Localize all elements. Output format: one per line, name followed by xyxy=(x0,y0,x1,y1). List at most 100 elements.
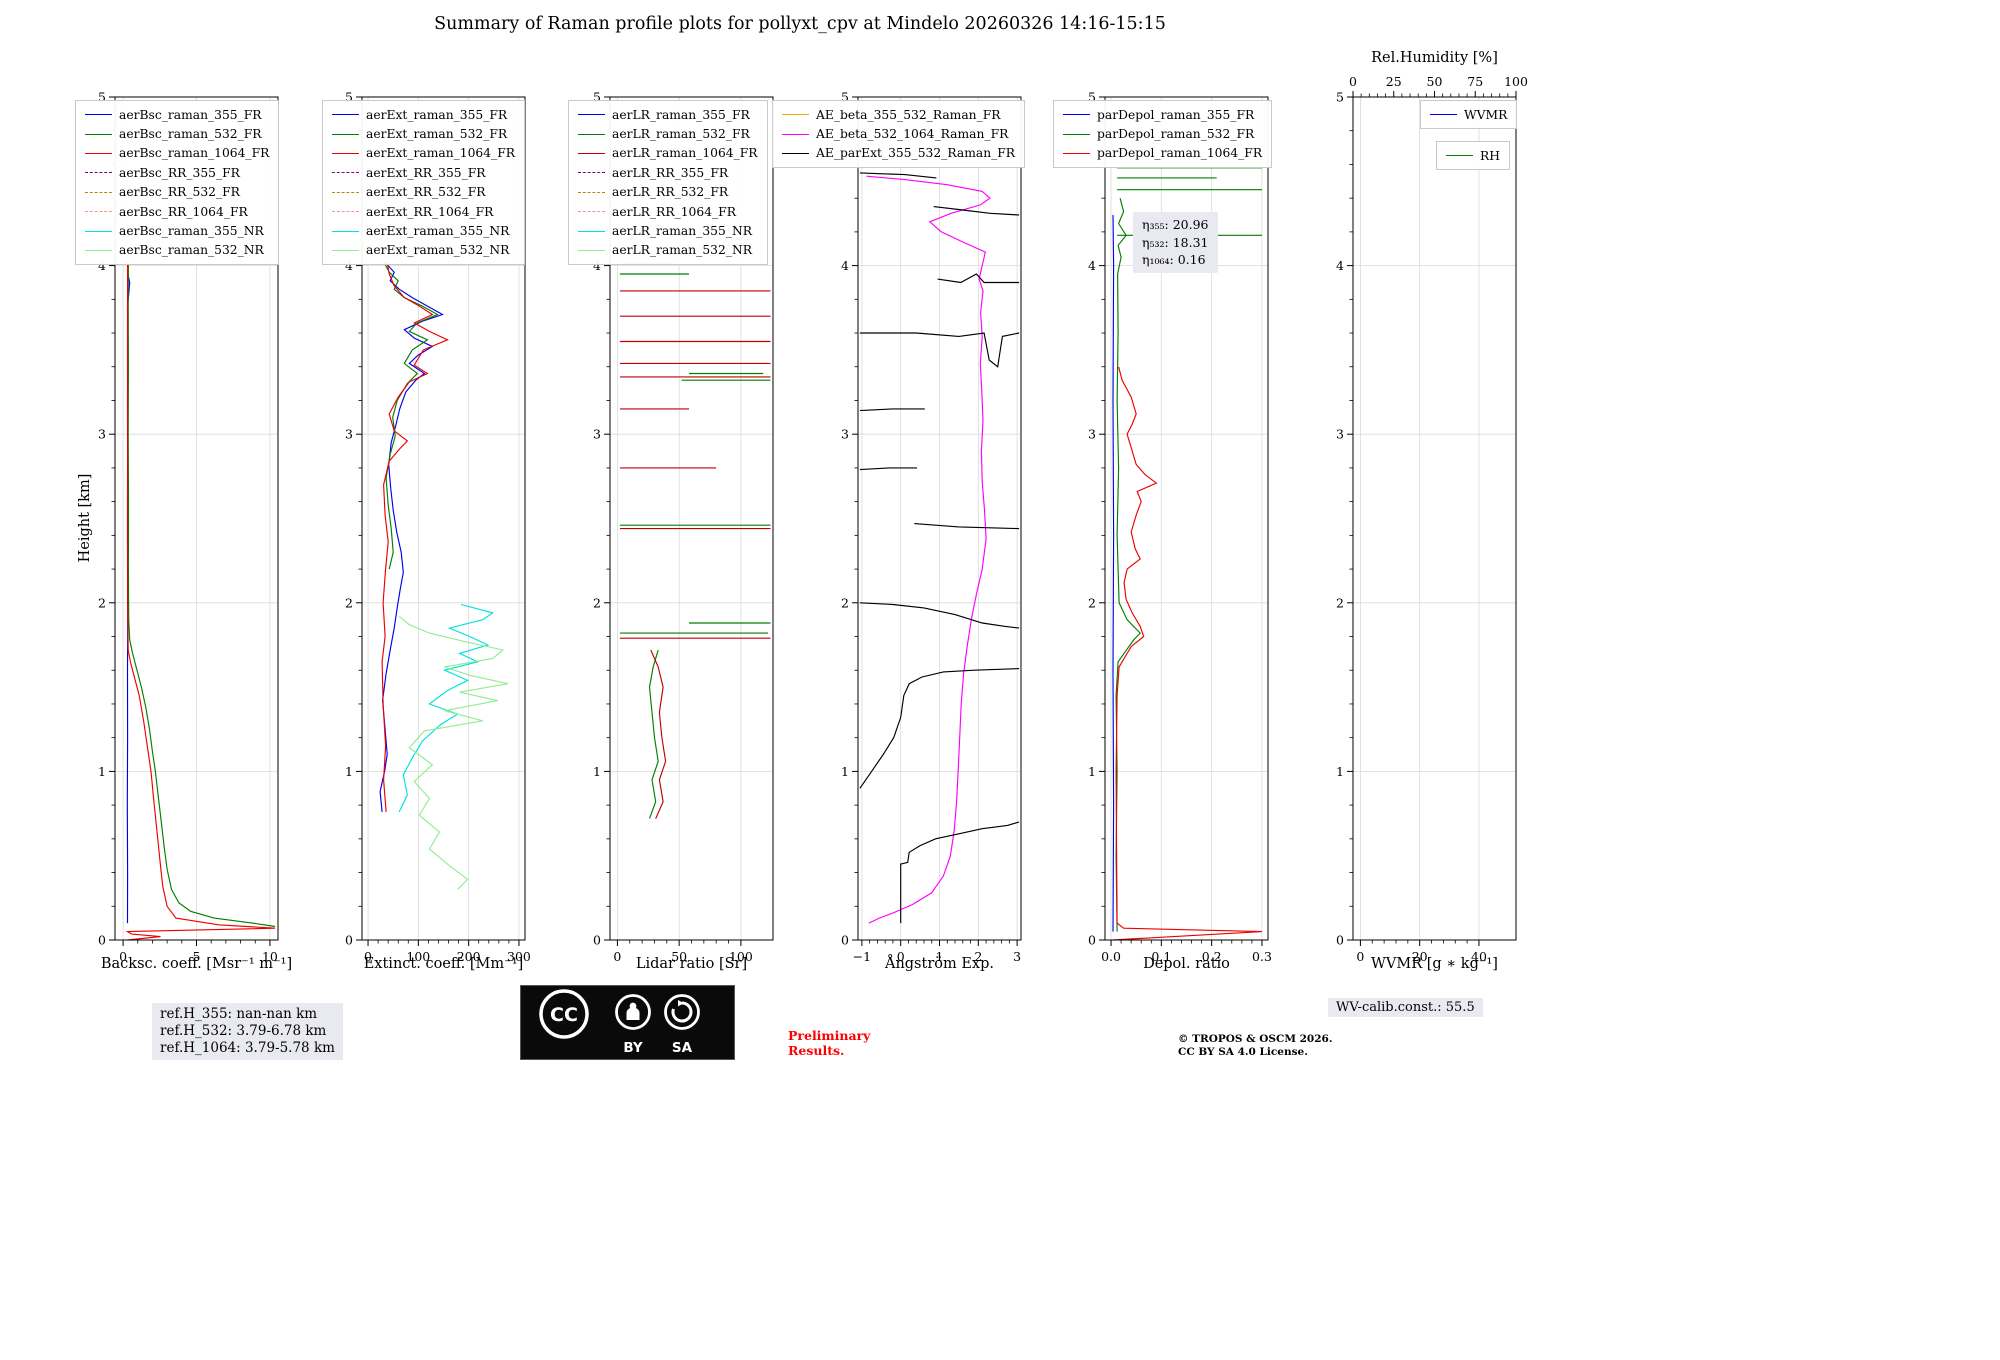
svg-text:0: 0 xyxy=(593,933,601,948)
legend-panel-4: parDepol_raman_355_FR parDepol_raman_532_… xyxy=(1053,100,1273,169)
legend-entry-AE_beta_355_532_Raman_FR: AE_beta_355_532_Raman_FR xyxy=(782,105,1015,124)
legend-line-sample xyxy=(332,211,359,213)
legend-entry-AE_parExt_355_532_Raman_FR: AE_parExt_355_532_Raman_FR xyxy=(782,144,1015,163)
legend-entry-aerExt_raman_355_FR: aerExt_raman_355_FR xyxy=(332,105,515,124)
y-axis-label: Height [km] xyxy=(77,473,93,563)
legend-label: WVMR xyxy=(1464,107,1508,122)
legend-entry-aerExt_raman_1064_FR: aerExt_raman_1064_FR xyxy=(332,144,515,163)
legend-line-sample xyxy=(85,211,112,213)
svg-text:0: 0 xyxy=(98,933,106,948)
svg-text:0: 0 xyxy=(897,949,905,964)
svg-text:10: 10 xyxy=(262,949,278,964)
legend-line-sample xyxy=(578,133,605,135)
svg-text:2: 2 xyxy=(345,595,353,610)
svg-text:100: 100 xyxy=(729,949,753,964)
legend-line-sample xyxy=(85,114,112,116)
legend-entry-aerBsc_RR_355_FR: aerBsc_RR_355_FR xyxy=(85,163,269,182)
legend-label: AE_parExt_355_532_Raman_FR xyxy=(816,146,1016,161)
svg-text:5: 5 xyxy=(193,949,201,964)
legend-line-sample xyxy=(85,172,112,174)
legend-entry-aerExt_RR_355_FR: aerExt_RR_355_FR xyxy=(332,163,515,182)
legend-entry-aerBsc_raman_355_FR: aerBsc_raman_355_FR xyxy=(85,105,269,124)
ref-height-532: ref.H_532: 3.79-6.78 km xyxy=(160,1023,327,1039)
cc-icon xyxy=(539,989,589,1039)
svg-text:5: 5 xyxy=(841,90,849,105)
legend-label: aerLR_RR_532_FR xyxy=(612,185,729,200)
legend-label: aerBsc_RR_355_FR xyxy=(119,165,240,180)
legend-entry-aerLR_raman_355_FR: aerLR_raman_355_FR xyxy=(578,105,758,124)
legend-label: aerExt_RR_532_FR xyxy=(366,185,486,200)
legend-entry-aerLR_RR_1064_FR: aerLR_RR_1064_FR xyxy=(578,202,758,221)
svg-text:50: 50 xyxy=(671,949,687,964)
legend-label: RH xyxy=(1480,148,1500,163)
svg-text:2: 2 xyxy=(593,595,601,610)
legend-line-sample xyxy=(578,230,605,232)
legend-entry-aerBsc_raman_1064_FR: aerBsc_raman_1064_FR xyxy=(85,144,269,163)
svg-text:0: 0 xyxy=(841,933,849,948)
legend-line-sample xyxy=(332,152,359,154)
legend-label: aerLR_raman_532_NR xyxy=(612,243,752,258)
legend-entry-WVMR: WVMR xyxy=(1430,105,1507,124)
badge-sa-label: SA xyxy=(672,1040,693,1056)
top-axis-label-rel-humidity: Rel.Humidity [%] xyxy=(1371,50,1498,66)
legend-label: aerExt_raman_355_FR xyxy=(366,107,508,122)
wv-calibration-constant: WV-calib.const.: 55.5 xyxy=(1328,998,1483,1017)
legend-entry-aerExt_raman_532_FR: aerExt_raman_532_FR xyxy=(332,124,515,143)
legend-label: aerExt_raman_532_FR xyxy=(366,127,508,142)
legend-line-sample xyxy=(1430,114,1457,116)
svg-text:1: 1 xyxy=(936,949,944,964)
xlabel-wvmr: WVMR [g ∗ kg⁻¹] xyxy=(1371,956,1498,972)
legend-line-sample xyxy=(332,191,359,193)
svg-text:5: 5 xyxy=(1336,90,1344,105)
legend-entry-parDepol_raman_355_FR: parDepol_raman_355_FR xyxy=(1063,105,1262,124)
svg-text:0: 0 xyxy=(1088,933,1096,948)
attribution-icon xyxy=(615,994,651,1030)
svg-text:2: 2 xyxy=(1336,595,1344,610)
svg-text:1: 1 xyxy=(593,764,601,779)
legend-line-sample xyxy=(1063,114,1090,116)
legend-label: aerBsc_raman_355_FR xyxy=(119,107,262,122)
legend-line-sample xyxy=(332,230,359,232)
legend-line-sample xyxy=(1063,152,1090,154)
legend-line-sample xyxy=(85,152,112,154)
svg-text:0: 0 xyxy=(119,949,127,964)
preliminary-results-note: Preliminary Results. xyxy=(788,1028,871,1058)
legend-line-sample xyxy=(782,152,809,154)
cc-by-sa-badge: CC BY SA xyxy=(520,985,735,1064)
svg-text:0: 0 xyxy=(1349,74,1357,89)
legend-entry-parDepol_raman_532_FR: parDepol_raman_532_FR xyxy=(1063,124,1262,143)
legend-label: aerExt_RR_355_FR xyxy=(366,165,486,180)
svg-text:0.3: 0.3 xyxy=(1252,949,1272,964)
legend-label: aerBsc_raman_532_FR xyxy=(119,127,262,142)
svg-text:2: 2 xyxy=(974,949,982,964)
legend-line-sample xyxy=(85,249,112,251)
legend-label: aerLR_raman_1064_FR xyxy=(612,146,758,161)
legend-line-sample xyxy=(578,152,605,154)
legend-line-sample xyxy=(782,133,809,135)
legend-line-sample xyxy=(782,114,809,116)
legend-entry-aerLR_raman_1064_FR: aerLR_raman_1064_FR xyxy=(578,144,758,163)
copyright-note: © TROPOS & OSCM 2026. CC BY SA 4.0 Licen… xyxy=(1178,1033,1333,1058)
svg-text:1: 1 xyxy=(1088,764,1096,779)
legend-entry-aerExt_raman_355_NR: aerExt_raman_355_NR xyxy=(332,221,515,240)
legend-label: aerBsc_RR_1064_FR xyxy=(119,204,248,219)
svg-text:4: 4 xyxy=(841,258,849,273)
legend-label: parDepol_raman_355_FR xyxy=(1097,107,1255,122)
svg-text:4: 4 xyxy=(98,258,106,273)
legend-label: aerExt_RR_1064_FR xyxy=(366,204,494,219)
legend-panel-5: RH xyxy=(1436,141,1510,171)
svg-text:5: 5 xyxy=(98,90,106,105)
svg-text:4: 4 xyxy=(1336,258,1344,273)
legend-label: aerBsc_RR_532_FR xyxy=(119,185,240,200)
svg-text:100: 100 xyxy=(406,949,430,964)
legend-label: aerBsc_raman_355_NR xyxy=(119,224,264,239)
svg-text:3: 3 xyxy=(1336,427,1344,442)
legend-label: aerBsc_raman_1064_FR xyxy=(119,146,270,161)
svg-text:−1: −1 xyxy=(853,949,871,964)
legend-label: aerLR_raman_355_NR xyxy=(612,224,752,239)
legend-line-sample xyxy=(332,133,359,135)
reference-height-box: ref.H_355: nan-nan km ref.H_532: 3.79-6.… xyxy=(152,1003,343,1060)
legend-line-sample xyxy=(578,172,605,174)
